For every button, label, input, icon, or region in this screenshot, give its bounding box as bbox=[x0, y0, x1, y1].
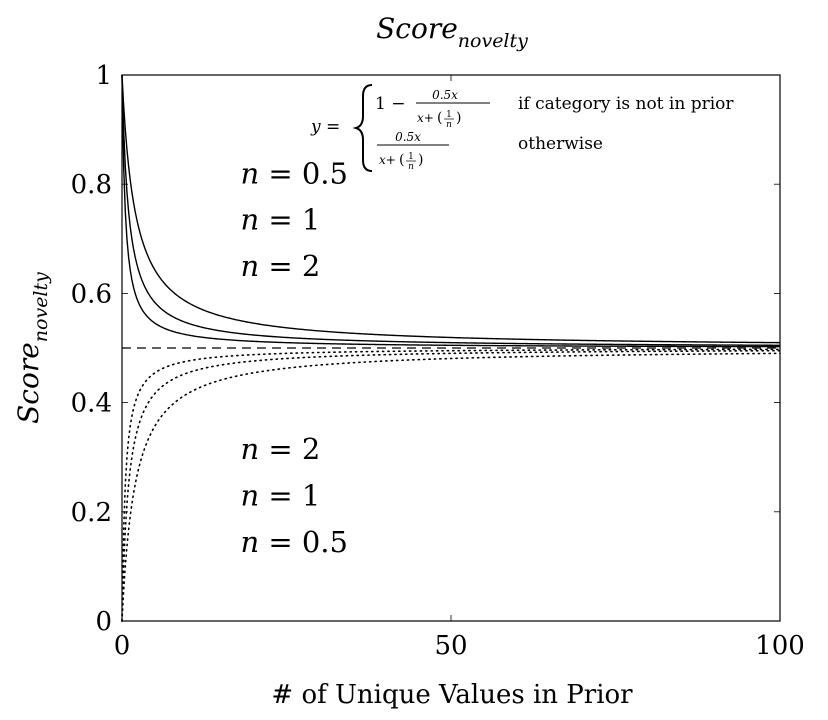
formula-case1-denominator-x: x+ bbox=[417, 111, 434, 125]
formula-case2-condition: otherwise bbox=[518, 134, 603, 154]
formula-case2-denominator-x: x+ bbox=[379, 153, 396, 167]
y-tick-label: 0.6 bbox=[71, 279, 112, 309]
series-line-not-in-prior-n1 bbox=[121, 74, 781, 346]
curve-labels: n = 0.5 n = 1 n = 2 n = 2 n = 1 n = 0.5 bbox=[240, 156, 348, 559]
curve-label: n = 0.5 bbox=[240, 525, 348, 559]
axis-ticks: 0 50 100 0 0.2 0.4 0.6 0.8 1 bbox=[71, 61, 805, 661]
curve-label: n = 1 bbox=[240, 203, 320, 237]
y-axis-label-base: Score bbox=[12, 342, 45, 424]
formula-case2-numerator: 0.5x bbox=[395, 130, 421, 144]
formula-case2-inner-den: n bbox=[408, 162, 414, 172]
x-axis-label: # of Unique Values in Prior bbox=[271, 680, 633, 710]
y-axis-label-subscript: novelty bbox=[30, 272, 52, 342]
formula-lhs: y = bbox=[310, 117, 340, 137]
x-tick-label: 50 bbox=[434, 631, 467, 661]
curve-label: n = 0.5 bbox=[240, 156, 348, 190]
x-tick-label: 100 bbox=[755, 631, 805, 661]
series-line-otherwise-n2 bbox=[121, 348, 781, 622]
formula-case1-numerator: 0.5x bbox=[432, 88, 458, 102]
series-line-not-in-prior-n0_5 bbox=[121, 74, 781, 344]
formula-annotation: y = 1 − 0.5x x+ ( 1 n ) if category is n… bbox=[310, 84, 734, 172]
formula-case1-paren-open: ( bbox=[437, 110, 442, 126]
chart-title-base: Score bbox=[376, 12, 458, 45]
y-tick-label: 0.2 bbox=[71, 498, 112, 528]
formula-case1-inner-den: n bbox=[446, 120, 452, 130]
chart-title: Scorenovelty bbox=[376, 12, 528, 52]
formula-case2-paren-close: ) bbox=[418, 152, 423, 168]
curve-label: n = 2 bbox=[240, 432, 320, 466]
formula-case1-condition: if category is not in prior bbox=[518, 94, 734, 114]
y-tick-label: 0.4 bbox=[71, 389, 112, 419]
series-line-otherwise-n0_5 bbox=[121, 352, 781, 622]
y-tick-label: 0.8 bbox=[71, 170, 112, 200]
y-tick-label: 0 bbox=[95, 607, 112, 637]
series-line-otherwise-n1 bbox=[121, 349, 781, 622]
formula-case2-paren-open: ( bbox=[399, 152, 404, 168]
series-curves bbox=[121, 74, 781, 622]
formula-case1-inner-num: 1 bbox=[446, 110, 452, 120]
formula-case1-paren-close: ) bbox=[456, 110, 461, 126]
chart-title-subscript: novelty bbox=[458, 30, 528, 52]
formula-brace bbox=[352, 84, 373, 172]
formula-case1-expr: 1 − bbox=[375, 94, 405, 114]
y-axis-label: Scorenovelty bbox=[12, 272, 52, 424]
series-line-not-in-prior-n2 bbox=[121, 74, 780, 348]
curve-label: n = 1 bbox=[240, 478, 320, 512]
y-tick-label: 1 bbox=[95, 61, 112, 91]
curve-label: n = 2 bbox=[240, 249, 320, 283]
x-tick-label: 0 bbox=[114, 631, 131, 661]
formula-case2-inner-num: 1 bbox=[408, 152, 414, 162]
